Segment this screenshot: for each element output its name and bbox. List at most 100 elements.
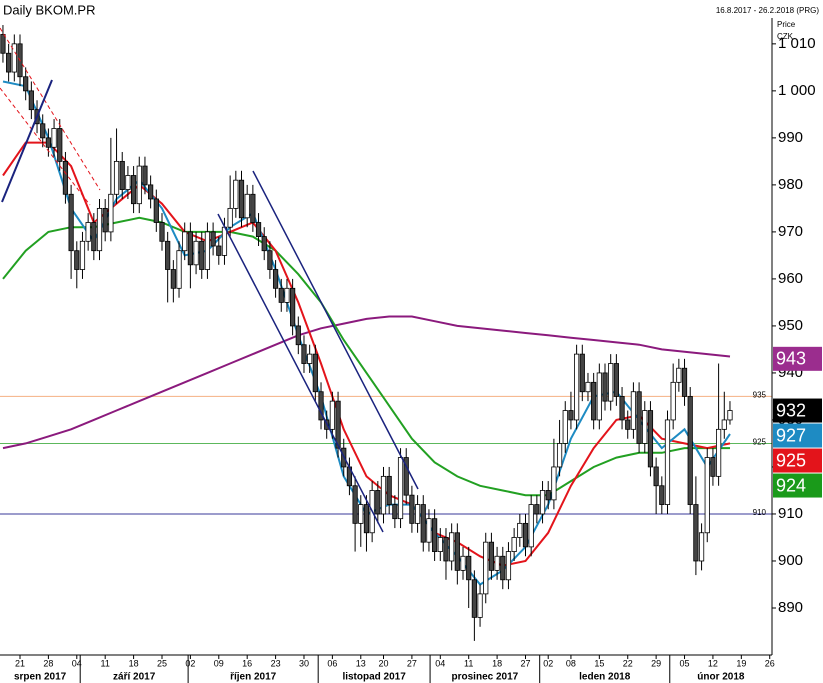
candle-body: [57, 128, 63, 162]
candle-body: [250, 193, 256, 223]
x-tick-label: 28: [43, 658, 53, 668]
trend-line: [0, 87, 91, 206]
candle-body: [664, 419, 671, 505]
candle-body: [704, 457, 710, 534]
candle-body: [500, 555, 506, 581]
candle-body: [210, 231, 216, 247]
x-tick-label: 20: [378, 658, 388, 668]
moving-average-line: [2, 141, 731, 567]
x-tick-label: 02: [185, 658, 195, 668]
candle-body: [471, 579, 477, 618]
candle-body: [562, 410, 568, 444]
candle-body: [329, 400, 335, 430]
candle-body: [483, 541, 489, 595]
level-label: 925: [753, 438, 767, 447]
candle-body: [278, 287, 284, 303]
y-tick-label: 910: [778, 505, 803, 522]
candle-body: [585, 381, 591, 393]
candle-body: [642, 410, 648, 444]
candle-body: [165, 240, 171, 270]
candle-body: [267, 250, 273, 270]
candle-body: [392, 504, 398, 520]
y-tick-label: 960: [778, 270, 803, 287]
candle-body: [96, 207, 103, 252]
candle-body: [397, 457, 404, 520]
x-tick-label: 18: [492, 658, 502, 668]
candle-body: [45, 137, 51, 148]
candle-body: [159, 222, 165, 242]
candle-body: [551, 466, 557, 501]
y-tick-label: 1 010: [778, 35, 816, 52]
unit: CZK: [777, 32, 794, 41]
x-tick-label: 15: [594, 658, 604, 668]
trend-lines: [0, 27, 419, 533]
month-label: říjen 2017: [230, 672, 277, 683]
date-range: 16.8.2017 - 26.2.2018 (PRG): [716, 6, 820, 15]
trend-line: [252, 170, 419, 490]
x-tick-label: 11: [101, 658, 110, 668]
y-tick-label: 970: [778, 223, 803, 240]
candle-body: [23, 76, 29, 92]
candle-body: [517, 522, 523, 538]
candle-body: [312, 353, 318, 393]
candle-body: [647, 410, 654, 468]
level-label: 910: [753, 508, 767, 517]
x-tick-label: 26: [765, 658, 775, 668]
level-label: 935: [753, 391, 767, 400]
candle-body: [102, 207, 108, 233]
candle-body: [216, 245, 222, 256]
last-value-box: [773, 398, 822, 423]
plot-area: [0, 25, 772, 641]
x-tick-label: 27: [407, 658, 417, 668]
moving-average-line: [2, 216, 730, 497]
last-value-box: [773, 346, 822, 371]
candle-body: [432, 518, 438, 552]
trend-line: [0, 27, 101, 191]
x-tick-label: 05: [680, 658, 690, 668]
candle-body: [568, 410, 574, 421]
candle-body: [449, 532, 455, 562]
candle-body: [170, 269, 176, 289]
candle-body: [227, 207, 233, 228]
month-label: listopad 2017: [342, 672, 406, 683]
candle-body: [335, 400, 341, 449]
month-label: leden 2018: [579, 672, 631, 683]
month-label: srpen 2017: [14, 672, 67, 683]
candle-body: [528, 504, 534, 548]
candle-body: [574, 353, 580, 421]
candle-body: [79, 240, 86, 270]
candle-body: [579, 353, 585, 393]
candle-body: [687, 396, 693, 505]
candle-body: [113, 160, 120, 195]
candle-body: [676, 367, 682, 383]
candle-body: [11, 43, 17, 73]
candle-body: [681, 367, 688, 397]
candle-body: [358, 504, 364, 524]
candle-body: [437, 537, 443, 552]
candle-body: [261, 236, 267, 252]
candle-body: [420, 504, 426, 543]
x-tick-label: 25: [157, 658, 167, 668]
x-tick-label: 06: [327, 658, 337, 668]
candle-body: [477, 593, 483, 618]
candle-body: [290, 287, 296, 327]
x-tick-label: 11: [464, 658, 473, 668]
candle-body: [199, 240, 205, 270]
candle-body: [352, 485, 358, 524]
candle-body: [130, 175, 137, 205]
candle-body: [6, 52, 12, 73]
candle-body: [51, 128, 57, 148]
candle-body: [153, 198, 159, 223]
y-tick-label: 900: [778, 552, 803, 569]
candle-body: [460, 555, 466, 571]
candle-body: [0, 34, 6, 54]
x-tick-label: 16: [242, 658, 252, 668]
candle-body: [221, 226, 228, 256]
candle-body: [125, 175, 131, 190]
x-tick-label: 13: [356, 658, 366, 668]
candle-body: [630, 391, 637, 430]
candle-body: [119, 160, 125, 190]
candle-body: [710, 457, 716, 477]
trend-line: [1, 79, 53, 203]
